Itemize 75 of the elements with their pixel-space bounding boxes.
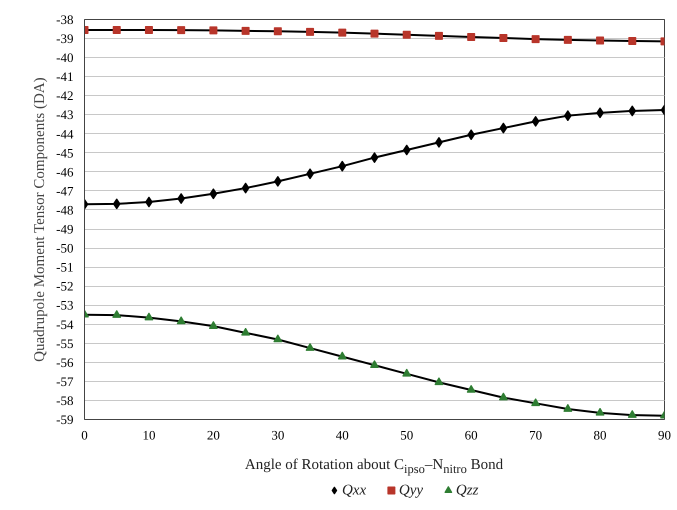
- point: [306, 28, 314, 36]
- point: [112, 198, 121, 210]
- point: [596, 36, 604, 44]
- x-tick-label: 20: [206, 428, 220, 442]
- point: [498, 392, 508, 400]
- y-tick-label: -49: [56, 222, 74, 237]
- x-tick-label: 60: [464, 428, 478, 442]
- point: [628, 37, 636, 46]
- x-tick-label: 90: [658, 428, 671, 442]
- legend-label: Qxx: [342, 482, 366, 498]
- point: [628, 410, 637, 418]
- point: [208, 321, 218, 329]
- point: [402, 30, 411, 39]
- point: [274, 27, 282, 36]
- y-tick-label: -57: [56, 374, 74, 389]
- point: [531, 398, 540, 406]
- y-tick-label: -45: [56, 145, 74, 160]
- point: [564, 36, 572, 44]
- point: [402, 144, 411, 156]
- y-tick-label: -47: [56, 183, 74, 198]
- point: [144, 26, 153, 34]
- y-tick-label: -59: [56, 412, 74, 427]
- y-tick-label: -43: [56, 107, 74, 122]
- y-tick-label: -56: [56, 354, 74, 370]
- point: [532, 35, 540, 44]
- point: [306, 342, 315, 351]
- x-tick-label: 10: [142, 428, 156, 442]
- point: [434, 32, 443, 40]
- point: [434, 377, 444, 386]
- y-tick-label: -38: [56, 12, 74, 27]
- point: [370, 30, 378, 38]
- x-tick-label: 40: [336, 428, 349, 442]
- y-tick-label: -39: [56, 31, 74, 46]
- y-tick-label: -52: [56, 278, 74, 294]
- x-tick-label: 0: [81, 428, 88, 442]
- point: [209, 26, 218, 34]
- point: [273, 334, 282, 342]
- legend-label: Qyy: [398, 482, 424, 498]
- x-tick-label: 50: [400, 428, 414, 442]
- x-tick-label: 30: [271, 428, 284, 442]
- point: [242, 26, 250, 35]
- point: [499, 34, 508, 42]
- point: [628, 105, 636, 116]
- point: [563, 404, 572, 412]
- y-tick-label: -50: [56, 240, 74, 256]
- point: [338, 160, 346, 172]
- point: [112, 310, 122, 318]
- point: [338, 28, 346, 37]
- y-tick-label: -53: [56, 298, 74, 313]
- y-tick-label: -42: [56, 88, 74, 104]
- y-tick-label: -46: [56, 164, 74, 180]
- x-tick-label: 70: [529, 428, 542, 442]
- y-tick-label: -41: [56, 69, 74, 84]
- x-tick-label: 80: [594, 428, 607, 442]
- y-tick-label: -40: [56, 50, 74, 66]
- point: [338, 352, 347, 360]
- y-tick-label: -55: [56, 336, 74, 351]
- y-tick-label: -48: [56, 202, 74, 218]
- point: [596, 408, 605, 416]
- y-tick-label: -44: [56, 126, 74, 142]
- point: [112, 26, 121, 34]
- y-tick-label: -58: [56, 392, 74, 408]
- point: [402, 368, 412, 377]
- x-axis-title: Angle of Rotation about C$_{ipso}$–N$_{nitro}$ Bond: [244, 456, 504, 478]
- legend-label: Qzz: [456, 482, 479, 498]
- point: [241, 328, 250, 336]
- point: [177, 26, 186, 34]
- point: [144, 312, 154, 320]
- point: [370, 360, 379, 368]
- point: [467, 33, 476, 42]
- y-axis-title: Quadrupole Moment Tensor Components (DA): [32, 77, 48, 362]
- point: [176, 316, 186, 324]
- y-tick-label: -51: [56, 260, 74, 275]
- point: [466, 384, 476, 393]
- y-tick-label: -54: [56, 316, 74, 332]
